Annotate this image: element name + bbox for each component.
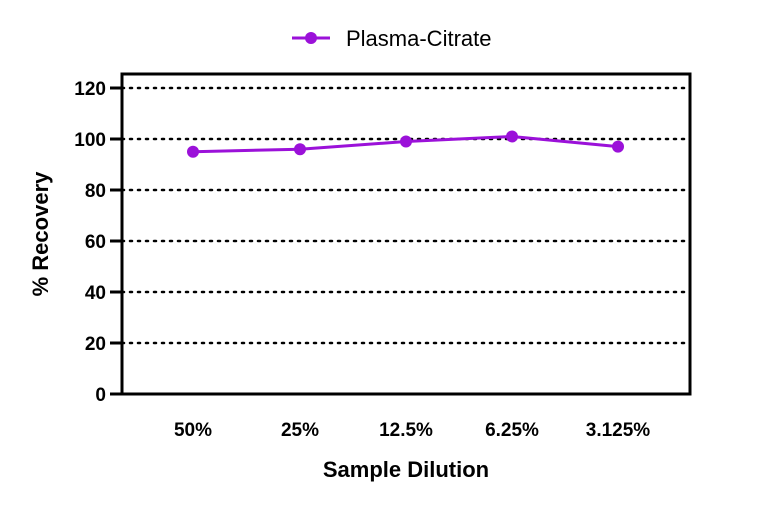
x-tick-label: 50% — [174, 420, 212, 441]
legend-marker — [305, 32, 317, 44]
y-tick-label: 0 — [95, 385, 106, 406]
y-tick-label: 80 — [85, 181, 106, 202]
x-axis-title: Sample Dilution — [323, 457, 489, 482]
x-axis-ticks: 50% 25% 12.5% 6.25% 3.125% — [174, 420, 650, 441]
x-tick-label: 25% — [281, 420, 319, 441]
data-point — [506, 130, 518, 143]
gridlines — [120, 86, 692, 345]
data-point — [612, 140, 624, 153]
x-tick-label: 3.125% — [586, 420, 651, 441]
y-axis-ticks: 0 20 40 60 80 100 120 — [74, 79, 122, 406]
y-tick-label: 120 — [74, 79, 106, 100]
y-tick-label: 60 — [85, 232, 106, 253]
data-point — [187, 145, 199, 158]
data-series — [187, 130, 624, 158]
y-axis-title: % Recovery — [28, 171, 53, 297]
legend-label: Plasma-Citrate — [346, 26, 491, 51]
plot-frame — [120, 72, 692, 396]
y-tick-label: 100 — [74, 130, 106, 151]
y-tick-label: 20 — [85, 334, 106, 355]
data-point — [400, 135, 412, 148]
y-tick-label: 40 — [85, 283, 106, 304]
legend: Plasma-Citrate — [292, 26, 491, 51]
data-point — [294, 143, 306, 156]
x-tick-label: 12.5% — [379, 420, 433, 441]
x-tick-label: 6.25% — [485, 420, 539, 441]
